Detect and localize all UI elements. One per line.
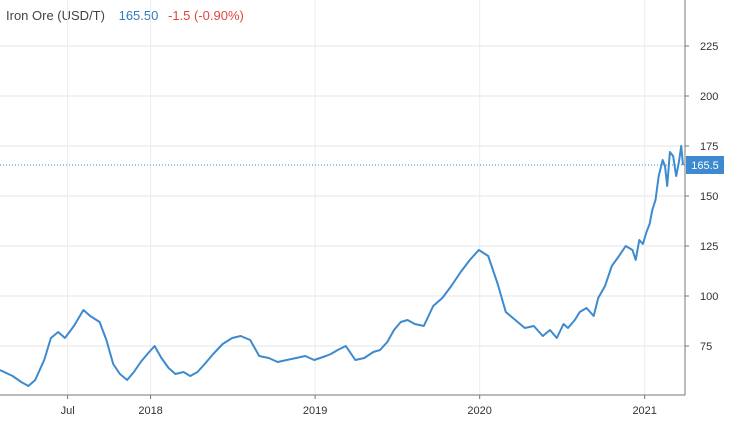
axes: 75 100 125 150 175 200 225 Jul 2018 2019 2020 2021 1…	[0, 0, 724, 417]
current-value-badge	[686, 156, 724, 174]
current-value-label: 165.5	[691, 160, 719, 172]
y-tick-label: 200	[700, 91, 718, 103]
x-tick-label: 2021	[632, 405, 656, 417]
x-tick-label: Jul	[61, 405, 75, 417]
x-tick-label: 2020	[467, 405, 491, 417]
price-change: -1.5 (-0.90%)	[167, 8, 244, 23]
y-tick-label: 125	[700, 241, 718, 253]
y-tick-label: 225	[700, 41, 718, 53]
x-tick-label: 2019	[303, 405, 327, 417]
plot-area	[0, 145, 685, 387]
series-line-iron-ore	[0, 145, 684, 387]
x-tick-label: 2018	[138, 405, 162, 417]
y-tick-label: 75	[700, 341, 712, 353]
y-tick-label: 175	[700, 141, 718, 153]
y-tick-label: 150	[700, 191, 718, 203]
grid-lines	[0, 0, 685, 395]
instrument-name: Iron Ore (USD/T)	[6, 8, 105, 23]
y-tick-label: 100	[700, 291, 718, 303]
chart-header: Iron Ore (USD/T) 165.50 -1.5 (-0.90%)	[6, 8, 244, 23]
last-price: 165.50	[118, 8, 159, 23]
